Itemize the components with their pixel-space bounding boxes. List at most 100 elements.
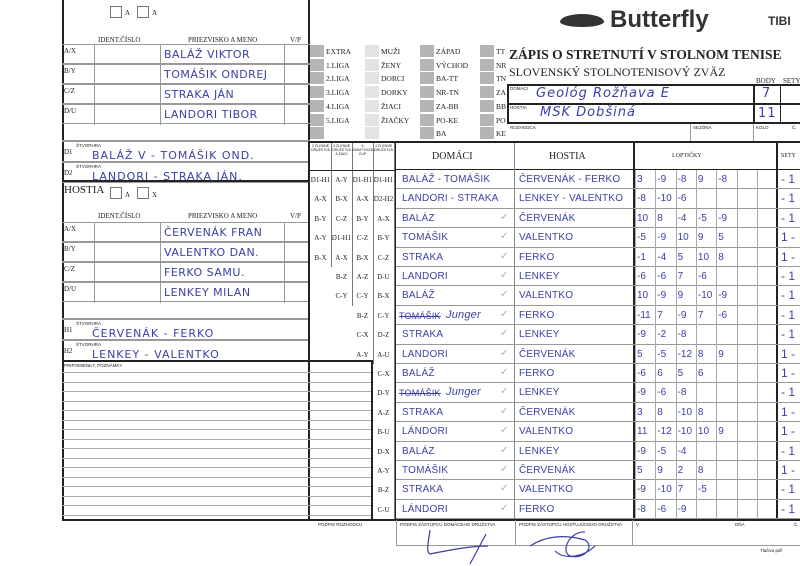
home-player[interactable]: STRAKA bbox=[402, 406, 444, 418]
player-name[interactable]: VALENTKO DAN. bbox=[164, 246, 260, 259]
set-score[interactable]: 9 bbox=[677, 290, 684, 302]
set-score[interactable]: -9 bbox=[637, 387, 646, 399]
set-score[interactable]: -9 bbox=[637, 445, 646, 457]
match-sets[interactable]: - 1 bbox=[781, 327, 796, 342]
set-score[interactable]: 9 bbox=[697, 232, 704, 244]
league-checkbox[interactable] bbox=[310, 58, 324, 72]
match-sets[interactable]: - 1 bbox=[781, 385, 796, 400]
guest-player[interactable]: LENKEY bbox=[519, 387, 560, 399]
match-sets[interactable]: - 1 bbox=[781, 443, 796, 458]
match-sets[interactable]: 1 - bbox=[781, 230, 796, 245]
league-checkbox[interactable] bbox=[310, 45, 324, 58]
match-sets[interactable]: - 1 bbox=[781, 501, 796, 516]
guest-player[interactable]: ČERVENÁK - FERKO bbox=[519, 174, 621, 185]
league-checkbox[interactable] bbox=[310, 99, 324, 113]
set-score[interactable]: -6 bbox=[718, 309, 728, 321]
set-score[interactable]: 9 bbox=[718, 348, 724, 360]
set-score[interactable]: 7 bbox=[677, 271, 684, 282]
player-name[interactable]: ČERVENÁK FRAN bbox=[164, 226, 263, 239]
league-checkbox[interactable] bbox=[365, 45, 379, 58]
match-sets[interactable]: 1 - bbox=[781, 249, 796, 264]
set-score[interactable]: -9 bbox=[677, 309, 687, 321]
set-score[interactable]: -9 bbox=[657, 290, 667, 302]
guest-player[interactable]: VALENTKO bbox=[519, 290, 574, 302]
league-checkbox[interactable] bbox=[365, 127, 379, 141]
set-score[interactable]: -6 bbox=[697, 271, 707, 282]
set-score[interactable]: -8 bbox=[677, 174, 687, 185]
set-score[interactable]: -8 bbox=[637, 193, 646, 205]
set-score[interactable]: -5 bbox=[697, 212, 707, 224]
set-score[interactable]: -10 bbox=[677, 426, 693, 438]
set-score[interactable]: -2 bbox=[657, 329, 667, 341]
home-player[interactable]: TOMÁŠIK bbox=[402, 232, 449, 244]
home-player[interactable]: LANDORI bbox=[402, 271, 448, 282]
league-checkbox[interactable] bbox=[310, 86, 324, 100]
guest-player[interactable]: ČERVENÁK bbox=[519, 348, 576, 360]
guest-player[interactable]: VALENTKO bbox=[519, 484, 574, 496]
set-score[interactable]: -9 bbox=[677, 503, 687, 515]
match-sets[interactable]: - 1 bbox=[781, 269, 796, 283]
league-checkbox[interactable] bbox=[420, 86, 434, 100]
set-score[interactable]: -6 bbox=[637, 368, 646, 379]
set-score[interactable]: 10 bbox=[677, 232, 689, 244]
league-checkbox[interactable] bbox=[420, 72, 434, 86]
set-score[interactable]: 8 bbox=[697, 406, 704, 418]
match-sets[interactable]: - 1 bbox=[781, 482, 796, 497]
guest-player[interactable]: VALENTKO bbox=[519, 232, 574, 244]
guest-player[interactable]: LENKEY bbox=[519, 445, 560, 457]
set-score[interactable]: 7 bbox=[677, 484, 684, 496]
notes-area[interactable]: PRIPOMIENKY, POZNÁMKY bbox=[62, 360, 373, 520]
league-checkbox[interactable] bbox=[365, 72, 379, 86]
league-checkbox[interactable] bbox=[420, 99, 434, 113]
set-score[interactable]: 8 bbox=[718, 251, 724, 263]
guest-player[interactable]: LENKEY bbox=[519, 329, 560, 341]
set-score[interactable]: -8 bbox=[718, 174, 728, 185]
set-score[interactable]: 7 bbox=[657, 309, 663, 321]
home-player[interactable]: STRAKA bbox=[402, 484, 444, 496]
set-score[interactable]: 5 bbox=[637, 348, 643, 360]
guest-player[interactable]: LENKEY bbox=[519, 271, 560, 282]
set-score[interactable]: -12 bbox=[677, 348, 693, 360]
player-name[interactable]: STRAKA JÁN bbox=[164, 88, 235, 101]
set-score[interactable]: 6 bbox=[697, 368, 704, 379]
set-score[interactable]: 3 bbox=[637, 174, 643, 185]
league-checkbox[interactable] bbox=[480, 86, 494, 100]
set-score[interactable]: -9 bbox=[718, 290, 728, 302]
guest-player[interactable]: FERKO bbox=[519, 368, 555, 379]
set-score[interactable]: -6 bbox=[637, 271, 646, 282]
set-score[interactable]: -10 bbox=[657, 193, 672, 205]
match-sets[interactable]: 1 - bbox=[781, 463, 796, 477]
set-score[interactable]: -8 bbox=[677, 387, 687, 399]
match-sets[interactable]: - 1 bbox=[781, 288, 796, 303]
set-score[interactable]: 10 bbox=[697, 251, 710, 263]
guest-player[interactable]: VALENTKO bbox=[519, 426, 574, 438]
league-checkbox[interactable] bbox=[480, 45, 494, 58]
set-score[interactable]: 3 bbox=[637, 406, 643, 418]
home-player[interactable]: LANDORI - STRAKA bbox=[402, 193, 499, 205]
match-sets[interactable]: 1 - bbox=[781, 346, 796, 361]
doubles-names[interactable]: LENKEY - VALENTKO bbox=[92, 348, 220, 361]
set-score[interactable]: -10 bbox=[677, 406, 693, 418]
set-score[interactable]: 5 bbox=[718, 232, 724, 244]
set-score[interactable]: 11 bbox=[637, 426, 648, 438]
home-player[interactable]: Junger bbox=[446, 308, 481, 321]
set-score[interactable]: -6 bbox=[657, 387, 667, 399]
home-player[interactable]: BALÁZ bbox=[402, 445, 435, 457]
doubles-names[interactable]: BALÁŽ V - TOMÁŠIK OND. bbox=[92, 149, 255, 162]
set-score[interactable]: -4 bbox=[657, 251, 667, 263]
set-score[interactable]: -8 bbox=[677, 329, 687, 341]
set-score[interactable]: 5 bbox=[637, 465, 643, 476]
league-checkbox[interactable] bbox=[480, 58, 494, 72]
set-score[interactable]: 8 bbox=[697, 465, 704, 476]
doubles-names[interactable]: LANDORI - STRAKA JÁN. bbox=[92, 170, 243, 183]
set-score[interactable]: 9 bbox=[657, 465, 663, 476]
league-checkbox[interactable] bbox=[310, 127, 324, 141]
set-score[interactable]: -9 bbox=[718, 212, 728, 224]
home-box-a[interactable] bbox=[110, 6, 122, 18]
home-player[interactable]: BALÁŽ - TOMÁŠIK bbox=[402, 174, 491, 185]
guest-player[interactable]: FERKO bbox=[519, 309, 555, 321]
set-score[interactable]: -4 bbox=[677, 445, 687, 457]
league-checkbox[interactable] bbox=[480, 72, 494, 86]
set-score[interactable]: 8 bbox=[657, 212, 663, 224]
set-score[interactable]: -1 bbox=[637, 251, 646, 263]
